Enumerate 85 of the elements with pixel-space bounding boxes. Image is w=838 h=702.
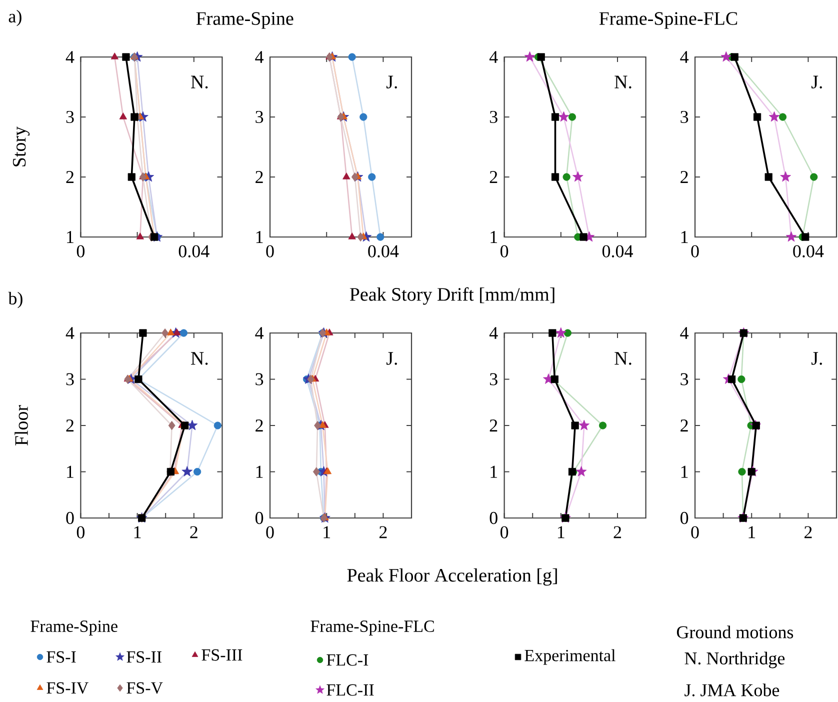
chart-title: Frame-Spine: [196, 12, 294, 29]
x-tick-label: 0: [76, 245, 85, 258]
annotation: J.: [811, 352, 822, 365]
x-tick-label: 2: [379, 526, 387, 538]
y-tick-label: 1: [681, 466, 688, 478]
y-tick-label: 4: [680, 327, 689, 339]
y-tick-label: 1: [681, 231, 688, 243]
y-tick-label: 0: [680, 512, 688, 524]
legend-label: FS-III: [202, 649, 242, 661]
text: Ground motions: [676, 626, 794, 638]
annotation: N.: [191, 352, 208, 365]
x-tick-label: 1: [748, 526, 756, 538]
y-tick-label: 2: [66, 420, 74, 432]
x-tick-label: 0.04: [793, 245, 824, 258]
y-tick-label: 3: [256, 110, 264, 124]
y-tick-label: 1: [67, 466, 74, 478]
y-tick-label: 2: [256, 171, 263, 183]
legend-label: FS-IV: [46, 682, 89, 694]
x-tick-label: 0: [266, 245, 274, 258]
x-tick-label: 2: [190, 526, 198, 538]
y-tick-label: 4: [255, 51, 264, 63]
y-tick-label: 4: [66, 51, 74, 63]
y-tick-label: 0: [255, 512, 264, 524]
annotation: J.: [386, 76, 397, 89]
annotation: N.: [614, 76, 632, 89]
y-tick-label: 3: [66, 373, 74, 386]
annotation: J.: [811, 76, 822, 89]
x-tick-label: 1: [558, 526, 564, 538]
y-tick-label: 1: [490, 231, 498, 243]
y-tick-label: 1: [67, 231, 74, 243]
y-tick-label: 4: [255, 327, 264, 339]
annotation: N.: [614, 352, 632, 365]
annotation: N.: [191, 76, 208, 89]
y-axis-title: Story: [12, 126, 30, 166]
y-tick-label: 2: [66, 171, 74, 183]
text: a): [8, 10, 22, 26]
y-tick-label: 4: [66, 327, 74, 339]
x-tick-label: 0: [500, 526, 508, 538]
y-tick-label: 3: [680, 110, 688, 124]
x-tick-label: 2: [614, 526, 622, 538]
y-tick-label: 1: [256, 231, 263, 243]
y-tick-label: 3: [66, 110, 74, 124]
x-tick-label: 0: [691, 526, 699, 538]
legend-label: FS-II: [126, 651, 162, 663]
y-tick-label: 2: [490, 171, 498, 183]
x-tick-label: 0.04: [178, 245, 210, 258]
y-tick-label: 0: [66, 512, 74, 524]
x-tick-label: 0.04: [602, 245, 633, 258]
y-tick-label: 3: [256, 373, 264, 386]
legend-label: FS-I: [46, 651, 76, 663]
y-tick-label: 2: [256, 420, 263, 432]
y-tick-label: 3: [490, 110, 498, 124]
text: N. Northridge: [684, 652, 785, 668]
legend-label: FS-V: [126, 682, 163, 694]
x-axis-title: Peak Floor Acceleration [g]: [347, 568, 557, 586]
y-tick-label: 1: [490, 466, 498, 478]
x-tick-label: 1: [134, 526, 141, 538]
legend-title: Frame-Spine: [30, 620, 118, 636]
legend-label: Experimental: [524, 649, 616, 665]
y-tick-label: 4: [489, 327, 498, 339]
y-tick-label: 1: [256, 466, 263, 478]
y-tick-label: 3: [490, 373, 498, 386]
legend-label: FLC-II: [326, 684, 374, 696]
x-axis-title: Peak Story Drift [mm/mm]: [350, 287, 554, 305]
x-tick-label: 0: [500, 245, 508, 258]
annotation: J.: [386, 352, 397, 365]
x-tick-label: 0: [691, 245, 699, 258]
text: b): [8, 292, 22, 308]
y-tick-label: 0: [490, 512, 498, 524]
x-tick-label: 0: [266, 526, 274, 538]
y-tick-label: 3: [680, 373, 688, 386]
y-tick-label: 4: [489, 51, 498, 63]
chart-title: Frame-Spine-FLC: [599, 12, 738, 29]
legend-label: FLC-I: [326, 654, 368, 666]
y-tick-label: 2: [490, 420, 498, 432]
legend-title: Frame-Spine-FLC: [310, 620, 434, 636]
y-tick-label: 2: [680, 171, 688, 183]
text: J. JMA Kobe: [684, 684, 780, 696]
x-tick-label: 0.04: [368, 245, 399, 258]
y-axis-title: Floor: [14, 405, 28, 446]
y-tick-label: 2: [680, 420, 688, 432]
x-tick-label: 2: [804, 526, 812, 538]
x-tick-label: 1: [324, 526, 330, 538]
y-tick-label: 4: [680, 51, 689, 63]
x-tick-label: 0: [76, 526, 85, 538]
